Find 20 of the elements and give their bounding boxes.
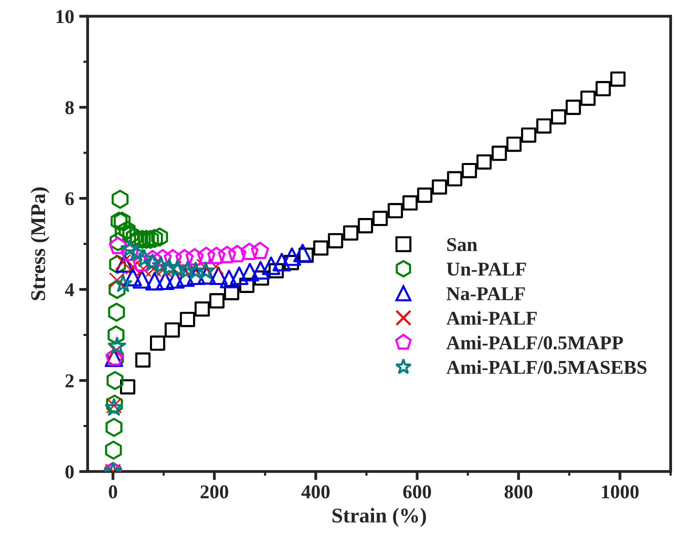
y-axis-title: Stress (MPa) (30, 187, 50, 300)
legend-label: Ami-PALF/0.5MAPP (446, 336, 623, 350)
x-axis-title: Strain (%) (332, 508, 426, 527)
y-tick-label: 6 (65, 192, 74, 206)
y-tick-label: 4 (64, 283, 74, 296)
x-tick-label: 1000 (602, 485, 639, 498)
legend-label: Un-PALF (446, 262, 526, 276)
y-tick-label: 2 (66, 374, 74, 388)
legend-label: Ami-PALF/0.5MASEBS (446, 360, 646, 374)
y-tick-label: 8 (65, 101, 74, 114)
legend-label: Ami-PALF (446, 311, 537, 325)
x-tick-label: 200 (200, 485, 228, 498)
y-tick-label: 10 (56, 10, 74, 24)
y-tick-label: 0 (65, 465, 74, 478)
legend-label: Na-PALF (446, 287, 525, 300)
x-tick-label: 600 (403, 485, 431, 498)
x-tick-label: 400 (301, 485, 330, 498)
legend-label: San (447, 238, 478, 252)
x-tick-label: 0 (108, 485, 118, 498)
x-tick-label: 800 (504, 485, 532, 498)
